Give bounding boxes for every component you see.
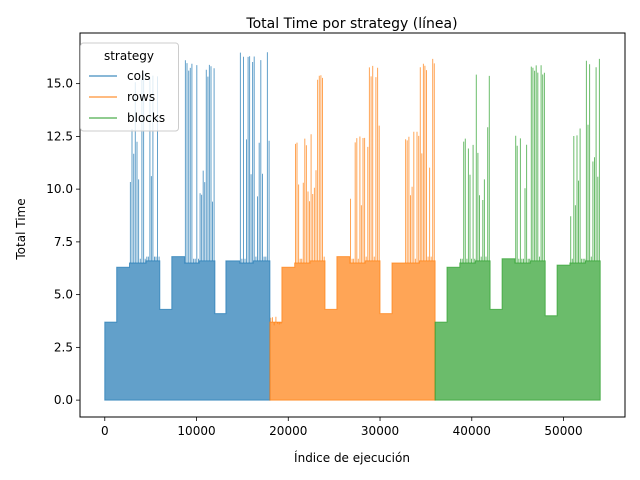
x-axis-label: Índice de ejecución: [294, 450, 410, 465]
y-tick-label: 2.5: [54, 340, 73, 354]
series-cols: [104, 52, 271, 401]
legend-label-rows: rows: [127, 90, 155, 104]
y-axis: 0.0 2.5 5.0 7.5 10.0 12.5 15.0: [46, 77, 80, 407]
y-tick-label: 10.0: [46, 182, 73, 196]
legend-title: strategy: [104, 49, 154, 63]
axes-frame: [79, 32, 626, 418]
y-tick-label: 12.5: [46, 129, 73, 143]
legend-box: [80, 42, 179, 132]
x-tick-label: 10000: [177, 424, 215, 438]
y-tick-label: 15.0: [46, 77, 73, 91]
legend: strategy cols rows blocks: [80, 42, 179, 132]
y-tick-label: 7.5: [54, 235, 73, 249]
series-band-cols: [104, 256, 271, 401]
plot-area: [104, 52, 601, 401]
series-spikes-blocks: [460, 58, 600, 263]
y-tick-label: 5.0: [54, 288, 73, 302]
series-band-rows: [269, 256, 436, 401]
x-tick-label: 50000: [544, 424, 582, 438]
x-axis: 0 10000 20000 30000 40000 50000: [101, 417, 583, 438]
legend-label-cols: cols: [127, 69, 151, 83]
series-blocks: [434, 58, 601, 401]
y-tick-label: 0.0: [54, 393, 73, 407]
series-spikes-rows: [270, 58, 435, 326]
series-rows: [269, 58, 436, 401]
series-band-blocks: [434, 258, 601, 401]
x-tick-label: 40000: [453, 424, 491, 438]
x-tick-label: 30000: [361, 424, 399, 438]
x-tick-label: 0: [101, 424, 109, 438]
y-axis-label: Total Time: [14, 198, 28, 260]
series-spikes-cols: [129, 52, 270, 263]
chart-title: Total Time por strategy (línea): [245, 16, 457, 32]
legend-label-blocks: blocks: [127, 111, 165, 125]
x-tick-label: 20000: [269, 424, 307, 438]
